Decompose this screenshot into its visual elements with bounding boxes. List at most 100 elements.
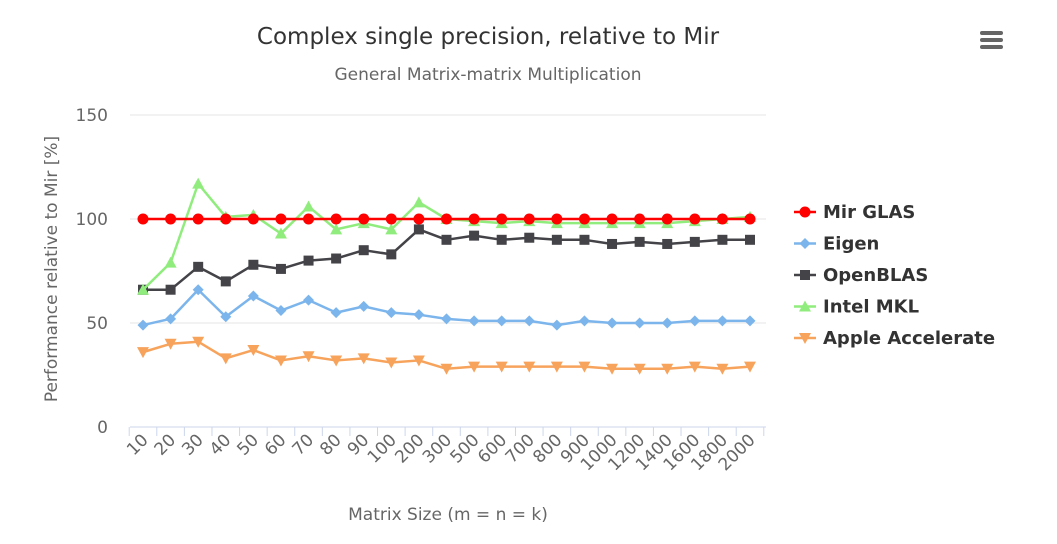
- data-point-apple-accelerate: [385, 357, 398, 369]
- data-point-apple-accelerate: [302, 351, 315, 363]
- data-point-mir-glas: [606, 213, 618, 225]
- legend-symbol: [799, 300, 811, 312]
- data-point-openblas: [496, 234, 507, 245]
- data-point-mir-glas: [634, 213, 646, 225]
- data-point-eigen: [358, 300, 370, 312]
- data-point-mir-glas: [551, 213, 563, 225]
- data-point-eigen: [496, 315, 508, 327]
- data-point-mir-glas: [385, 213, 397, 225]
- data-point-intel-mkl: [192, 177, 205, 189]
- data-point-mir-glas: [247, 213, 259, 225]
- x-axis-title: Matrix Size (m = n = k): [348, 505, 548, 525]
- data-point-apple-accelerate: [606, 363, 619, 375]
- data-point-openblas: [634, 236, 645, 247]
- data-point-mir-glas: [441, 213, 452, 225]
- data-point-eigen: [689, 315, 701, 327]
- data-point-eigen: [165, 313, 177, 325]
- chart-subtitle: General Matrix-matrix Multiplication: [335, 65, 642, 85]
- legend-symbol: [799, 238, 811, 249]
- data-point-apple-accelerate: [468, 361, 481, 373]
- data-point-eigen: [551, 319, 563, 331]
- data-point-openblas: [275, 263, 286, 274]
- data-point-openblas: [607, 238, 618, 249]
- data-point-eigen: [247, 290, 259, 302]
- series-eigen: [137, 284, 756, 331]
- data-point-openblas: [248, 259, 259, 270]
- data-point-mir-glas: [330, 213, 342, 225]
- data-point-eigen: [634, 317, 646, 329]
- data-point-eigen: [137, 319, 149, 331]
- data-point-intel-mkl: [302, 200, 315, 212]
- data-point-mir-glas: [661, 213, 673, 225]
- y-tick-label: 50: [86, 314, 108, 334]
- data-point-eigen: [606, 317, 618, 329]
- y-axis-title: Performance relative to Mir [%]: [42, 136, 62, 402]
- data-point-eigen: [523, 315, 535, 327]
- y-tick-label: 100: [76, 210, 108, 230]
- legend-label: Mir GLAS: [823, 202, 915, 223]
- y-tick-label: 0: [97, 418, 108, 438]
- y-tick-label: 150: [76, 106, 108, 126]
- data-point-intel-mkl: [385, 223, 398, 235]
- plot-area: [137, 177, 756, 375]
- data-point-apple-accelerate: [495, 361, 508, 373]
- data-point-eigen: [220, 311, 232, 323]
- data-point-mir-glas: [523, 213, 535, 225]
- data-point-mir-glas: [578, 213, 590, 225]
- data-point-mir-glas: [358, 213, 370, 225]
- data-point-apple-accelerate: [661, 363, 674, 375]
- data-point-mir-glas: [165, 213, 177, 225]
- data-point-intel-mkl: [164, 256, 177, 268]
- legend-item-intel-mkl[interactable]: Intel MKL: [794, 297, 919, 318]
- legend-symbol: [799, 333, 811, 344]
- legend-symbol: [799, 206, 811, 218]
- data-point-intel-mkl: [330, 223, 343, 235]
- data-point-intel-mkl: [412, 196, 425, 208]
- data-point-mir-glas: [413, 213, 425, 225]
- data-point-mir-glas: [220, 213, 232, 225]
- chart-menu-button[interactable]: [974, 24, 1008, 56]
- data-point-apple-accelerate: [550, 361, 563, 373]
- data-point-openblas: [386, 249, 397, 260]
- legend-label: Intel MKL: [823, 297, 919, 318]
- data-point-apple-accelerate: [633, 363, 646, 375]
- data-point-apple-accelerate: [164, 338, 177, 350]
- data-point-openblas: [717, 234, 728, 245]
- data-point-mir-glas: [275, 213, 287, 225]
- data-point-eigen: [303, 294, 315, 306]
- series-mir-glas: [137, 213, 756, 225]
- data-point-apple-accelerate: [137, 347, 149, 359]
- legend-item-apple-accelerate[interactable]: Apple Accelerate: [794, 328, 995, 349]
- data-point-apple-accelerate: [357, 353, 370, 365]
- legend-item-eigen[interactable]: Eigen: [794, 234, 879, 255]
- data-point-openblas: [220, 276, 231, 287]
- data-point-mir-glas: [744, 213, 756, 225]
- data-point-openblas: [413, 224, 424, 235]
- data-point-apple-accelerate: [523, 361, 536, 373]
- data-point-openblas: [441, 234, 452, 245]
- data-point-eigen: [413, 309, 425, 321]
- data-point-openblas: [165, 284, 176, 295]
- data-point-apple-accelerate: [274, 355, 287, 367]
- data-point-mir-glas: [192, 213, 204, 225]
- data-point-apple-accelerate: [688, 361, 701, 373]
- legend-item-mir-glas[interactable]: Mir GLAS: [794, 202, 915, 223]
- data-point-apple-accelerate: [716, 363, 729, 375]
- data-point-openblas: [469, 230, 480, 241]
- data-point-mir-glas: [468, 213, 480, 225]
- data-point-mir-glas: [496, 213, 508, 225]
- legend-item-openblas[interactable]: OpenBLAS: [794, 265, 928, 286]
- data-point-apple-accelerate: [578, 361, 591, 373]
- data-point-apple-accelerate: [412, 355, 425, 367]
- data-point-openblas: [303, 255, 314, 266]
- data-point-mir-glas: [716, 213, 728, 225]
- data-point-apple-accelerate: [247, 345, 260, 357]
- legend: Mir GLAS Eigen OpenBLAS Intel MKL Apple Acce…: [794, 202, 995, 349]
- data-point-mir-glas: [303, 213, 315, 225]
- legend-label: Eigen: [823, 234, 879, 255]
- legend-label: Apple Accelerate: [823, 328, 995, 349]
- data-point-eigen: [330, 307, 342, 319]
- data-point-eigen: [385, 307, 397, 319]
- data-point-eigen: [744, 315, 756, 327]
